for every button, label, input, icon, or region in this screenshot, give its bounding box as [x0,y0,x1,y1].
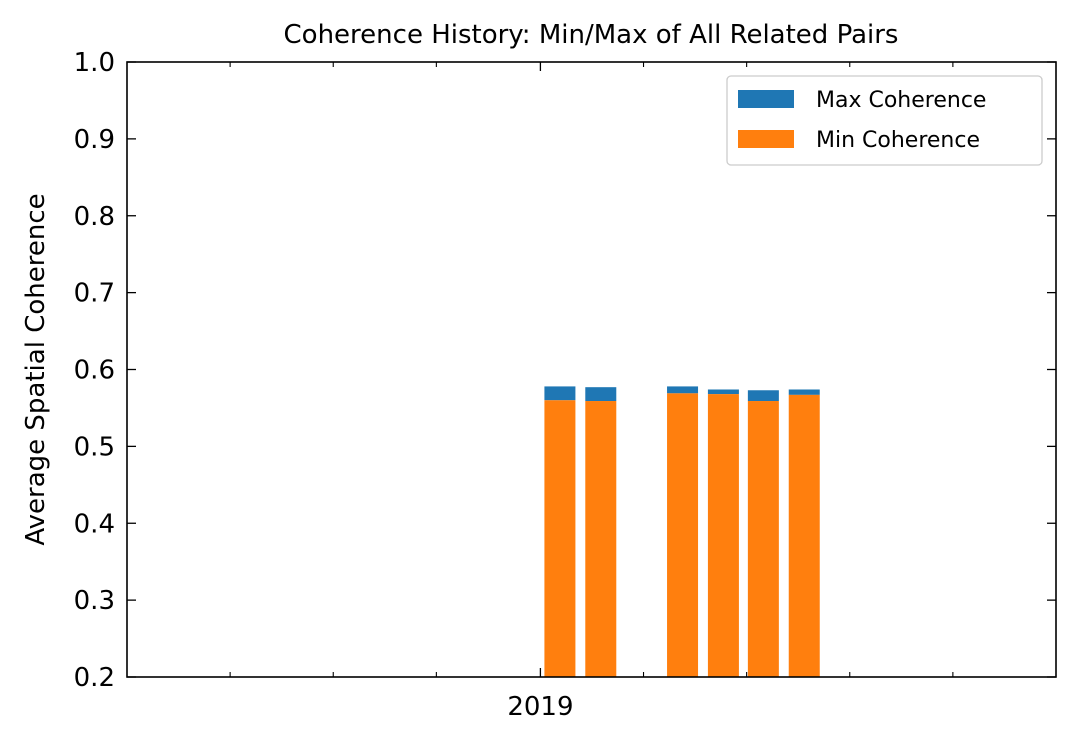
y-tick-label-8: 1.0 [74,48,115,78]
legend-label-max: Max Coherence [816,88,986,113]
legend: Max Coherence Min Coherence [726,75,1043,166]
bar-max-2 [667,386,699,394]
y-tick-label-7: 0.9 [74,125,115,155]
legend-label-min: Min Coherence [816,128,980,153]
x-tick-label-0: 2019 [507,692,573,722]
bar-min-2 [667,393,699,677]
ticks-group: 0.2 0.3 0.4 0.5 0.6 0.7 0.8 0.9 1.0 2019 [74,48,1056,722]
bar-min-4 [747,401,779,677]
y-tick-label-4: 0.6 [74,356,115,386]
bar-min-3 [707,394,739,677]
bar-min-5 [788,394,820,677]
y-tick-label-0: 0.2 [74,663,115,693]
bar-min-1 [585,401,617,677]
bar-max-5 [788,389,820,395]
legend-swatch-max [738,90,794,108]
y-tick-label-1: 0.3 [74,586,115,616]
bar-min-0 [544,400,576,677]
y-tick-label-6: 0.8 [74,202,115,232]
bar-max-3 [707,389,739,395]
chart-title: Coherence History: Min/Max of All Relate… [284,20,899,50]
y-axis-label: Average Spatial Coherence [21,193,51,545]
plot-frame [126,61,1057,678]
bar-max-4 [747,390,779,402]
legend-swatch-min [738,130,794,148]
bar-max-0 [544,386,576,401]
legend-box [726,75,1043,166]
bar-max-1 [585,387,617,402]
y-tick-label-3: 0.5 [74,432,115,462]
y-tick-label-5: 0.7 [74,279,115,309]
bars-group [544,386,820,677]
y-tick-label-2: 0.4 [74,509,115,539]
